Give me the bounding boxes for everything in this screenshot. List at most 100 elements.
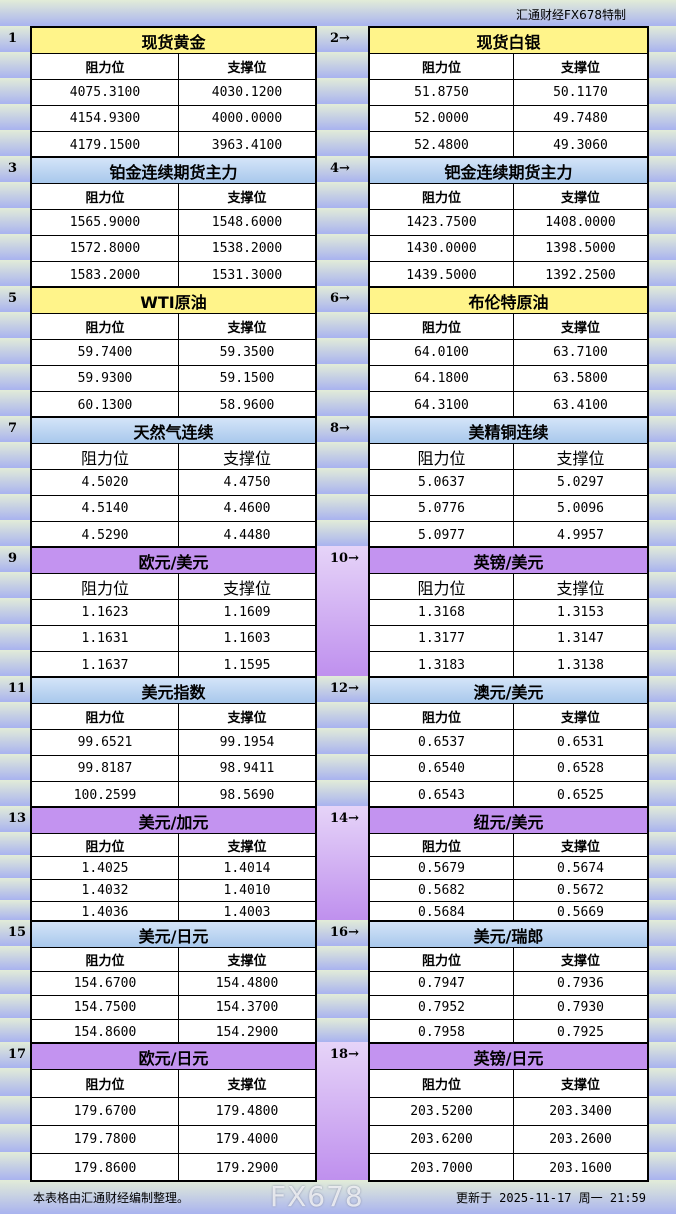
resistance-value: 203.7000 bbox=[370, 1154, 514, 1182]
quote-table: 澳元/美元 阻力位 支撑位 0.6537 0.6531 0.6540 0.6528 0.654… bbox=[368, 676, 649, 808]
resistance-value: 154.6700 bbox=[32, 972, 179, 996]
quote-table: 美元/日元 阻力位 支撑位 154.6700 154.4800 154.7500 154.3… bbox=[30, 920, 317, 1044]
support-header: 支撑位 bbox=[514, 1070, 647, 1098]
resistance-value: 1565.9000 bbox=[32, 210, 179, 236]
resistance-value: 0.5684 bbox=[370, 902, 514, 922]
quote-table: 钯金连续期货主力 阻力位 支撑位 1423.7500 1408.0000 1430.000… bbox=[368, 156, 649, 288]
support-value: 59.3500 bbox=[179, 340, 315, 366]
resistance-value: 1439.5000 bbox=[370, 262, 514, 288]
section-number: 12→ bbox=[330, 681, 359, 696]
resistance-header: 阻力位 bbox=[370, 574, 514, 600]
support-header: 支撑位 bbox=[179, 574, 315, 600]
resistance-value: 52.4800 bbox=[370, 132, 514, 158]
instrument-title: 英镑/美元 bbox=[370, 548, 647, 574]
resistance-value: 1.1631 bbox=[32, 626, 179, 652]
support-value: 0.5669 bbox=[557, 904, 604, 920]
resistance-header: 阻力位 bbox=[370, 1070, 514, 1098]
resistance-value: 179.6700 bbox=[32, 1098, 179, 1126]
resistance-value: 5.0637 bbox=[370, 470, 514, 496]
resistance-value: 99.8187 bbox=[32, 756, 179, 782]
support-value: 49.3060 bbox=[553, 137, 608, 153]
instrument-title: 美元/加元 bbox=[32, 808, 315, 834]
support-value: 1531.3000 bbox=[211, 267, 283, 283]
instrument-title: 美元/日元 bbox=[32, 922, 315, 948]
resistance-value: 1.4032 bbox=[32, 880, 179, 902]
resistance-header: 阻力位 bbox=[32, 948, 179, 972]
support-header: 支撑位 bbox=[179, 704, 315, 730]
support-value: 179.2900 bbox=[215, 1160, 279, 1176]
support-value: 50.1170 bbox=[514, 80, 647, 106]
support-value: 4.4750 bbox=[179, 470, 315, 496]
fx678-watermark: FX678 bbox=[270, 1180, 364, 1213]
section-number: 1 bbox=[8, 31, 18, 46]
resistance-value: 1.3177 bbox=[370, 626, 514, 652]
section-number: 11 bbox=[8, 681, 27, 696]
instrument-title: 欧元/美元 bbox=[32, 548, 315, 574]
resistance-value: 179.8600 bbox=[32, 1154, 179, 1182]
update-time: 更新于 2025-11-17 周一 21:59 bbox=[455, 1191, 646, 1205]
support-value: 4.9957 bbox=[557, 527, 604, 543]
resistance-header: 阻力位 bbox=[32, 704, 179, 730]
support-value: 0.7936 bbox=[514, 972, 647, 996]
section-number: 16→ bbox=[330, 925, 359, 940]
instrument-title: 美精铜连续 bbox=[370, 418, 647, 444]
resistance-header: 阻力位 bbox=[370, 54, 514, 80]
resistance-value: 0.5679 bbox=[370, 857, 514, 880]
section-number: 15 bbox=[8, 925, 27, 940]
resistance-value: 99.6521 bbox=[32, 730, 179, 756]
quote-table: 现货白银 阻力位 支撑位 51.8750 50.1170 52.0000 49.7480 52… bbox=[368, 26, 649, 158]
resistance-value: 1583.2000 bbox=[32, 262, 179, 288]
resistance-value: 0.7952 bbox=[370, 996, 514, 1020]
support-value: 0.6528 bbox=[514, 756, 647, 782]
resistance-value: 64.0100 bbox=[370, 340, 514, 366]
resistance-value: 154.7500 bbox=[32, 996, 179, 1020]
support-value: 1.3138 bbox=[557, 657, 604, 673]
resistance-value: 1.1637 bbox=[32, 652, 179, 678]
resistance-value: 0.6543 bbox=[370, 782, 514, 808]
resistance-value: 1423.7500 bbox=[370, 210, 514, 236]
resistance-header: 阻力位 bbox=[32, 184, 179, 210]
section-number: 13 bbox=[8, 811, 27, 826]
support-header: 支撑位 bbox=[179, 444, 315, 470]
resistance-value: 179.7800 bbox=[32, 1126, 179, 1154]
support-header: 支撑位 bbox=[514, 834, 647, 857]
section-number: 3 bbox=[8, 161, 18, 176]
resistance-value: 59.7400 bbox=[32, 340, 179, 366]
resistance-value: 0.5682 bbox=[370, 880, 514, 902]
quote-table: 美元/瑞郎 阻力位 支撑位 0.7947 0.7936 0.7952 0.7930 0.795… bbox=[368, 920, 649, 1044]
support-value: 1548.6000 bbox=[179, 210, 315, 236]
resistance-header: 阻力位 bbox=[32, 54, 179, 80]
support-value: 98.9411 bbox=[179, 756, 315, 782]
support-value: 154.2900 bbox=[215, 1024, 279, 1040]
resistance-value: 64.3100 bbox=[370, 392, 514, 418]
support-value: 0.7925 bbox=[557, 1024, 604, 1040]
support-value: 1.1595 bbox=[223, 657, 271, 673]
quote-table: 铂金连续期货主力 阻力位 支撑位 1565.9000 1548.6000 1572.800… bbox=[30, 156, 317, 288]
support-value: 1.4003 bbox=[223, 904, 271, 920]
section-number: 2→ bbox=[330, 31, 350, 46]
resistance-value: 1430.0000 bbox=[370, 236, 514, 262]
resistance-value: 154.8600 bbox=[32, 1020, 179, 1044]
resistance-value: 203.6200 bbox=[370, 1126, 514, 1154]
support-value: 5.0096 bbox=[514, 496, 647, 522]
support-value: 4.4480 bbox=[223, 527, 271, 543]
support-header: 支撑位 bbox=[179, 184, 315, 210]
support-header: 支撑位 bbox=[179, 314, 315, 340]
support-value: 154.4800 bbox=[179, 972, 315, 996]
instrument-title: 铂金连续期货主力 bbox=[32, 158, 315, 184]
support-header: 支撑位 bbox=[179, 54, 315, 80]
support-header: 支撑位 bbox=[179, 948, 315, 972]
section-number: 14→ bbox=[330, 811, 359, 826]
quote-table: 天然气连续 阻力位 支撑位 4.5020 4.4750 4.5140 4.4600 4.529… bbox=[30, 416, 317, 548]
resistance-value: 0.7947 bbox=[370, 972, 514, 996]
support-value: 49.7480 bbox=[514, 106, 647, 132]
instrument-title: WTI原油 bbox=[32, 288, 315, 314]
divider-strip bbox=[316, 546, 368, 676]
support-value: 1.3147 bbox=[514, 626, 647, 652]
section-number: 17 bbox=[8, 1047, 27, 1062]
support-value: 98.5690 bbox=[219, 787, 275, 803]
support-header: 支撑位 bbox=[514, 314, 647, 340]
support-value: 1392.2500 bbox=[545, 267, 616, 283]
quote-table: 英镑/美元 阻力位 支撑位 1.3168 1.3153 1.3177 1.3147 1.318… bbox=[368, 546, 649, 678]
support-header: 支撑位 bbox=[514, 574, 647, 600]
